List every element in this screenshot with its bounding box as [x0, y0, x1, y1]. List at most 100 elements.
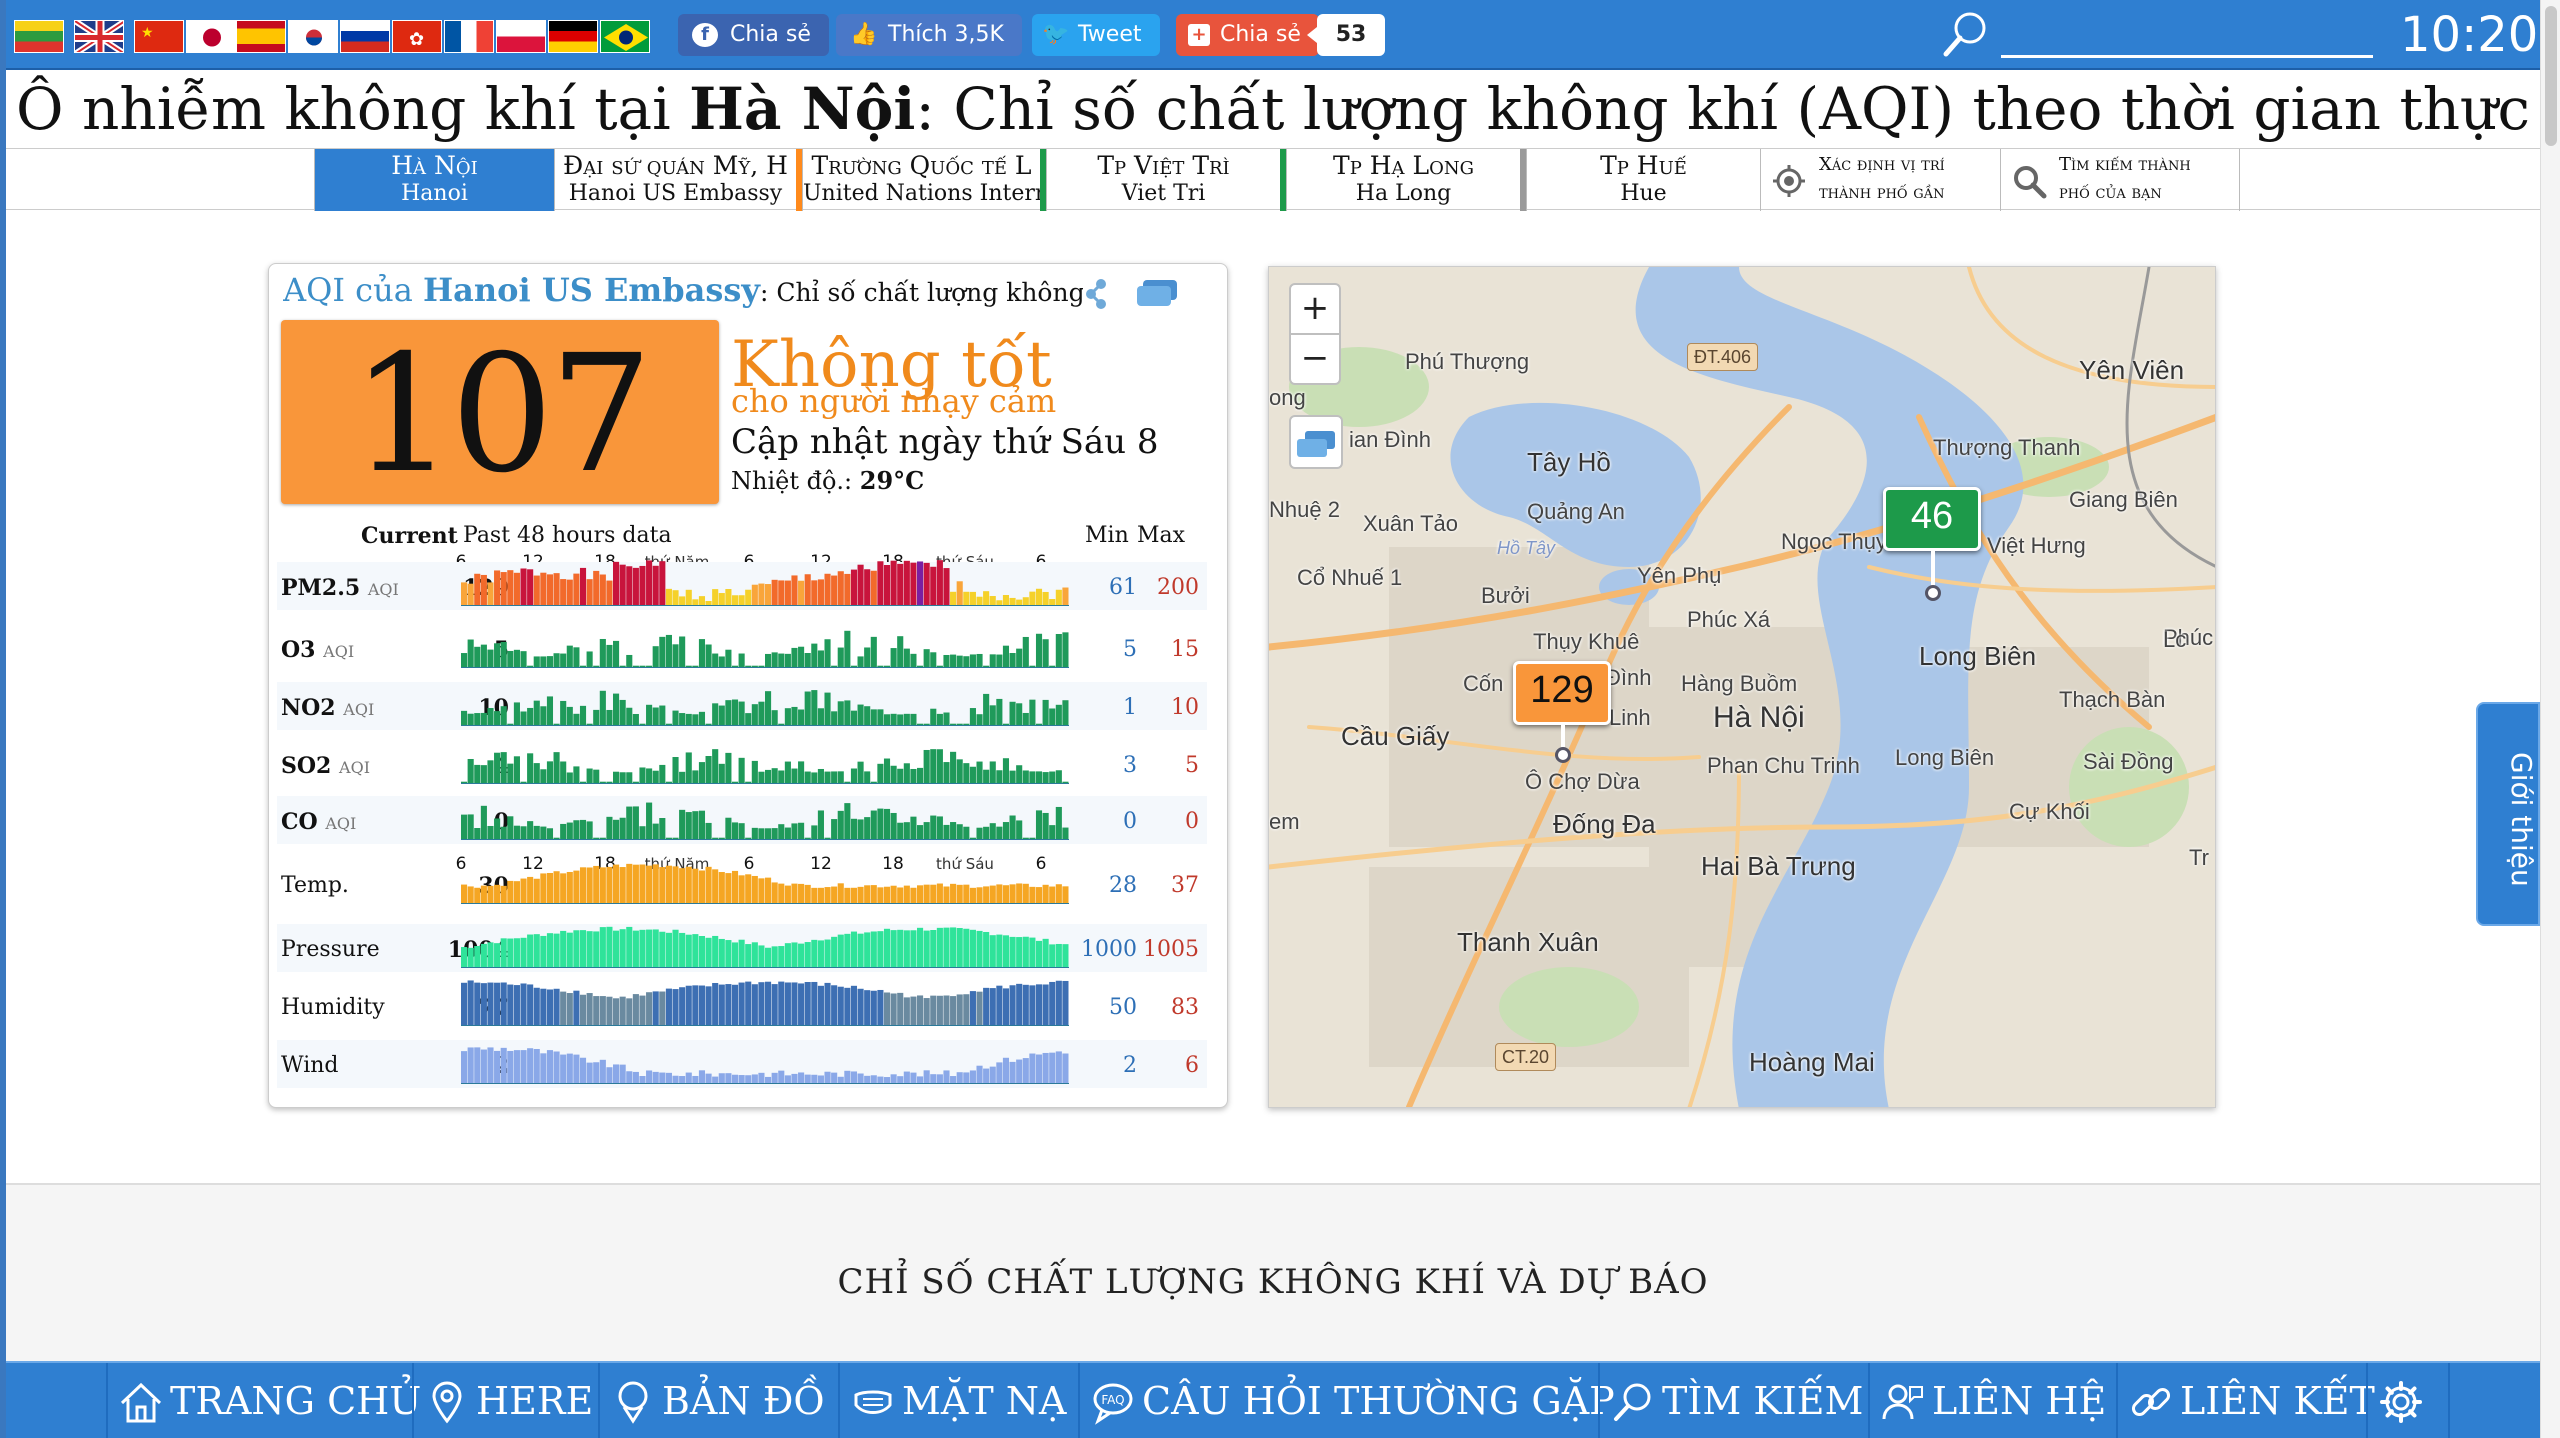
history-bar: [520, 937, 527, 968]
flag-china-icon[interactable]: ★: [134, 20, 184, 53]
flag-hongkong-icon[interactable]: ✿: [392, 20, 442, 53]
history-sparkline[interactable]: [461, 622, 1069, 668]
search-input[interactable]: [2001, 14, 2373, 58]
zoom-in-button[interactable]: +: [1289, 283, 1341, 335]
history-sparkline[interactable]: [461, 858, 1069, 904]
history-bar: [745, 1075, 752, 1084]
history-bar: [771, 710, 778, 726]
nav-map[interactable]: BẢN ĐỒ: [598, 1363, 838, 1438]
station-marker-46[interactable]: 46: [1883, 487, 1981, 551]
aqi-map[interactable]: + − Phú Thượng ĐT.406 Yên Viên Thượng Th…: [1268, 266, 2216, 1108]
map-label: Linh: [1609, 705, 1651, 730]
history-bar: [652, 1071, 659, 1084]
pollutant-name: CO: [281, 809, 318, 835]
card-heading-station[interactable]: Hanoi US Embassy: [422, 271, 760, 309]
history-bar: [685, 665, 692, 668]
history-bar: [857, 761, 864, 784]
history-bar: [467, 758, 474, 784]
history-bar: [474, 946, 481, 968]
history-bar: [474, 764, 481, 784]
tab-locate-city[interactable]: Xác định vị trí thành phố gần: [1760, 149, 2000, 211]
history-bar: [494, 1050, 501, 1084]
tab-hanoi[interactable]: Hà Nội Hanoi: [314, 149, 554, 211]
facebook-share-button[interactable]: f Chia sẻ: [678, 14, 829, 56]
tab-viet-tri[interactable]: Tp Việt Trì Viet Tri: [1046, 149, 1286, 211]
pollutant-max: 1005: [1143, 937, 1199, 962]
tab-search-city[interactable]: Tìm kiếm thành phố của bạn: [2000, 149, 2240, 211]
map-label: Cự Khối: [2009, 799, 2090, 824]
history-bar: [784, 1075, 791, 1084]
nav-mask[interactable]: MẶT NẠ: [838, 1363, 1078, 1438]
flag-uk-icon[interactable]: [74, 20, 124, 53]
history-bar: [784, 885, 791, 904]
history-sparkline[interactable]: [461, 738, 1069, 784]
facebook-like-button[interactable]: 👍 Thích 3,5K: [836, 14, 1022, 56]
history-sparkline[interactable]: [461, 794, 1069, 840]
tab-subtitle: United Nations Interna: [803, 181, 1046, 206]
flag-poland-icon[interactable]: [496, 20, 546, 53]
history-bar: [533, 700, 540, 726]
history-bar: [1002, 723, 1010, 726]
history-sparkline[interactable]: [461, 922, 1069, 968]
history-bar: [804, 837, 811, 840]
map-label: Giang Biên: [2069, 487, 2178, 512]
history-bar: [943, 995, 950, 1026]
side-feedback-tab[interactable]: Giới thiệu: [2476, 702, 2540, 926]
nav-links[interactable]: LIÊN KẾT: [2116, 1363, 2375, 1438]
tab-hue[interactable]: Tp Huế Hue: [1526, 149, 1760, 211]
pollutant-unit: AQI: [323, 642, 355, 661]
share-icon[interactable]: [1086, 279, 1106, 309]
flag-korea-icon[interactable]: [288, 20, 338, 53]
pollutant-min: 1000: [1081, 937, 1137, 962]
embed-widget-icon[interactable]: [1137, 280, 1177, 306]
zoom-out-button[interactable]: −: [1289, 333, 1341, 385]
map-label: Nhuệ 2: [1269, 497, 1340, 522]
history-bar: [494, 982, 501, 1026]
nav-here[interactable]: HERE: [412, 1363, 598, 1438]
flag-germany-icon[interactable]: [548, 20, 598, 53]
flag-myanmar-icon[interactable]: [14, 20, 64, 53]
history-bar: [613, 864, 620, 904]
scrollbar-thumb[interactable]: [2545, 6, 2557, 146]
history-bar: [831, 575, 838, 606]
nav-search[interactable]: TÌM KIẾM: [1598, 1363, 1868, 1438]
history-bar: [487, 1047, 494, 1084]
search-icon[interactable]: [1940, 8, 1992, 60]
nav-contact[interactable]: LIÊN HỆ: [1868, 1363, 2116, 1438]
tab-united-nations-school[interactable]: Trường Quốc tế L United Nations Interna: [802, 149, 1046, 211]
map-layers-button[interactable]: [1289, 415, 1343, 469]
scrollbar[interactable]: [2540, 0, 2560, 1438]
history-bar: [844, 781, 851, 784]
map-label: Tây Hồ: [1527, 447, 1611, 477]
history-bar: [632, 806, 639, 840]
plus-share-button[interactable]: + Chia sẻ: [1176, 14, 1319, 56]
pollutant-name: Pressure: [281, 937, 380, 962]
tab-hanoi-us-embassy[interactable]: Đại sứ quán Mỹ, H Hanoi US Embassy: [554, 149, 802, 211]
history-bar: [533, 656, 540, 668]
history-bar: [712, 1076, 719, 1084]
station-marker-129[interactable]: 129: [1513, 661, 1611, 725]
tab-ha-long[interactable]: Tp Hạ Long Ha Long: [1286, 149, 1526, 211]
history-sparkline[interactable]: [461, 560, 1069, 606]
tab-title: Xác định vị trí: [1819, 154, 1945, 175]
flag-brazil-icon[interactable]: [600, 20, 650, 53]
flag-france-icon[interactable]: [444, 20, 494, 53]
history-sparkline[interactable]: [461, 980, 1069, 1026]
history-bar: [1062, 827, 1069, 840]
flag-japan-icon[interactable]: [186, 20, 236, 53]
history-bar: [778, 946, 785, 968]
nav-faq[interactable]: FAQ CÂU HỎI THƯỜNG GẶP: [1078, 1363, 1615, 1438]
history-sparkline[interactable]: [461, 680, 1069, 726]
flag-spain-icon[interactable]: [236, 20, 286, 53]
nav-settings[interactable]: [2366, 1363, 2450, 1438]
history-bar: [857, 988, 864, 1026]
nav-home[interactable]: TRANG CHỦ: [106, 1363, 421, 1438]
history-bar: [1049, 665, 1056, 668]
history-sparkline[interactable]: [461, 1038, 1069, 1084]
history-bar: [494, 943, 501, 968]
history-bar: [877, 1076, 884, 1084]
flag-russia-icon[interactable]: [340, 20, 390, 53]
home-icon: [120, 1382, 162, 1423]
tweet-button[interactable]: 🐦 Tweet: [1032, 14, 1160, 56]
history-bar: [619, 699, 626, 726]
